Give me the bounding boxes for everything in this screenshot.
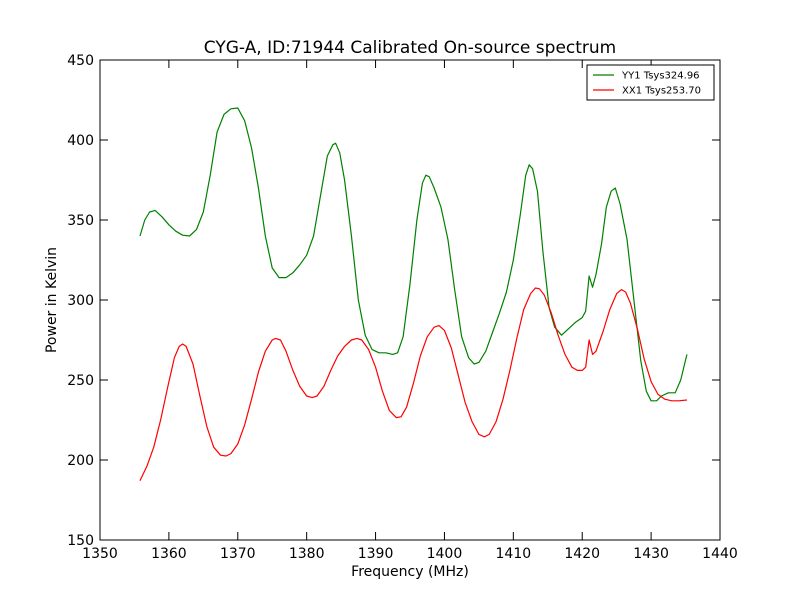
x-tick-label: 1430	[633, 546, 669, 562]
tick-layer: 1350 1360 1370 1380 1390 1400 1410 1420 1430 1440…	[67, 53, 738, 562]
series-line-0	[139, 107, 688, 402]
series-layer	[139, 107, 688, 482]
x-tick-label: 1410	[496, 546, 532, 562]
x-tick-label: 1380	[289, 546, 325, 562]
x-tick-label: 1400	[427, 546, 463, 562]
y-tick-label: 450	[67, 53, 94, 69]
x-tick-label: 1350	[82, 546, 118, 562]
plot-frame	[99, 59, 721, 541]
x-axis-label: Frequency (MHz)	[351, 564, 469, 580]
legend: YY1 Tsys324.96 XX1 Tsys253.70	[586, 64, 715, 101]
x-tick-label: 1420	[564, 546, 600, 562]
legend-label-0: YY1 Tsys324.96	[621, 71, 700, 82]
x-tick-label: 1360	[151, 546, 187, 562]
legend-box	[586, 64, 715, 101]
y-tick-label: 250	[67, 373, 94, 389]
y-tick-label: 400	[67, 133, 94, 149]
x-tick-label: 1440	[702, 546, 738, 562]
legend-label-1: XX1 Tsys253.70	[622, 86, 701, 97]
y-tick-label: 300	[67, 293, 94, 309]
series-line-1	[139, 287, 687, 482]
y-tick-label: 350	[67, 213, 94, 229]
y-tick-label: 150	[67, 533, 94, 549]
chart-title: CYG-A, ID:71944 Calibrated On-source spe…	[204, 38, 616, 58]
y-tick-label: 200	[67, 453, 94, 469]
x-tick-label: 1370	[220, 546, 256, 562]
y-axis-label: Power in Kelvin	[44, 247, 60, 353]
x-tick-label: 1390	[358, 546, 394, 562]
